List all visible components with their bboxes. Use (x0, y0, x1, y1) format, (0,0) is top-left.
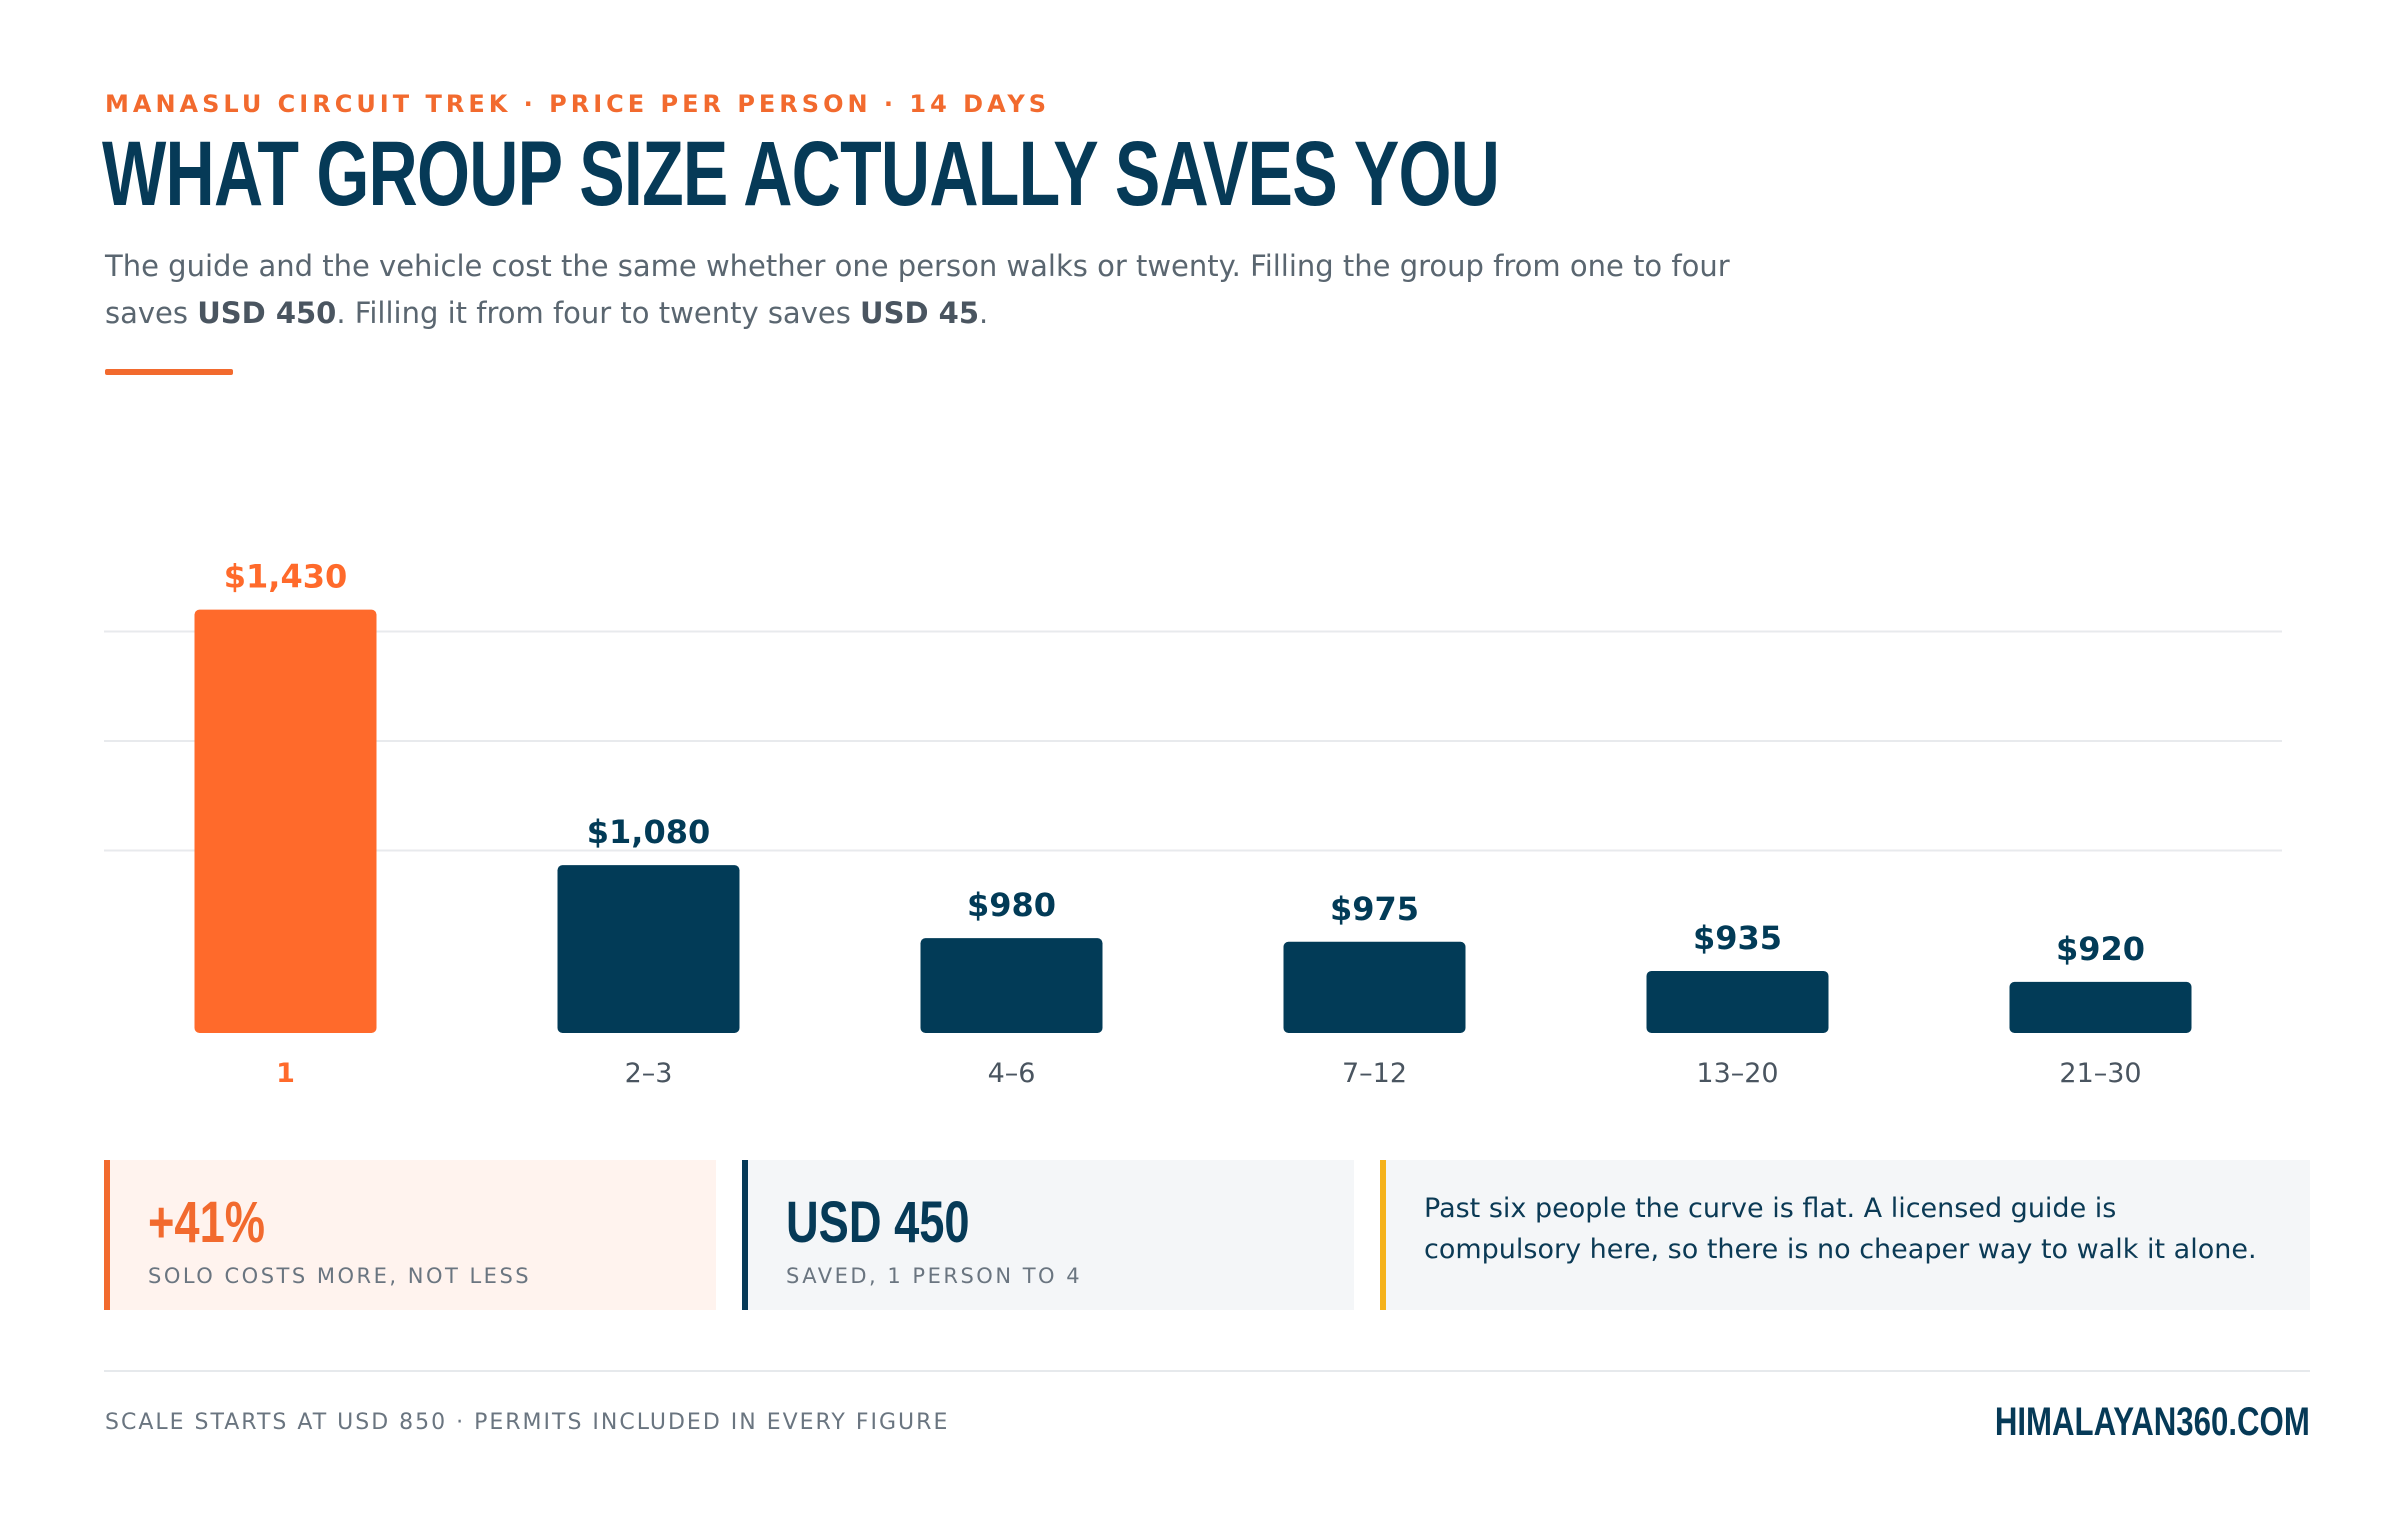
stat-solo-label: SOLO COSTS MORE, NOT LESS (148, 1264, 532, 1288)
bar-value-label-4: $975 (1330, 890, 1419, 928)
category-label-3: 4–6 (988, 1058, 1036, 1089)
bar-2 (557, 865, 740, 1033)
subtitle-text-2: . Filling it from four to twenty saves (336, 296, 861, 330)
eyebrow: MANASLU CIRCUIT TREK · PRICE PER PERSON … (105, 90, 1051, 118)
footer-divider (104, 1370, 2310, 1372)
note-text: Past six people the curve is flat. A lic… (1424, 1193, 2257, 1265)
page-title: WHAT GROUP SIZE ACTUALLY SAVES YOU (102, 123, 1500, 225)
note-tile: Past six people the curve is flat. A lic… (1380, 1160, 2310, 1310)
subtitle: The guide and the vehicle cost the same … (105, 243, 1805, 337)
bar-value-label-1: $1,430 (224, 558, 347, 596)
category-label-2: 2–3 (625, 1058, 673, 1089)
bar-value-label-2: $1,080 (587, 813, 710, 851)
bar-6 (2009, 981, 2192, 1033)
subtitle-bold-2: USD 45 (860, 296, 979, 330)
subtitle-text-3: . (979, 296, 989, 330)
stat-saved-value: USD 450 (786, 1190, 970, 1255)
stat-tile-saved: USD 450 SAVED, 1 PERSON TO 4 (742, 1160, 1354, 1310)
bar-value-label-6: $920 (2056, 930, 2145, 968)
bar-value-label-5: $935 (1693, 919, 1782, 957)
footnote: SCALE STARTS AT USD 850 · PERMITS INCLUD… (105, 1410, 950, 1435)
bar-4 (1283, 941, 1466, 1033)
stat-saved-label: SAVED, 1 PERSON TO 4 (786, 1264, 1083, 1288)
category-label-6: 21–30 (2059, 1058, 2141, 1089)
bar-1 (194, 609, 377, 1033)
bar-3 (920, 938, 1103, 1033)
bar-value-label-3: $980 (967, 886, 1056, 924)
bar-5 (1646, 970, 1829, 1033)
brand-logo-text: HIMALAYAN360.COM (1995, 1400, 2310, 1444)
category-label-5: 13–20 (1696, 1058, 1778, 1089)
stat-solo-value: +41% (148, 1190, 265, 1255)
bar-chart: $1,430 1 $1,080 2–3 $980 4–6 $975 7–12 $935 13–20… (104, 558, 2282, 1089)
accent-rule (105, 369, 233, 375)
subtitle-bold-1: USD 450 (197, 296, 337, 330)
category-label-4: 7–12 (1342, 1058, 1407, 1089)
category-label-1: 1 (276, 1058, 295, 1089)
stat-tile-solo: +41% SOLO COSTS MORE, NOT LESS (104, 1160, 716, 1310)
subtitle-text-1: The guide and the vehicle cost the same … (105, 249, 1730, 330)
